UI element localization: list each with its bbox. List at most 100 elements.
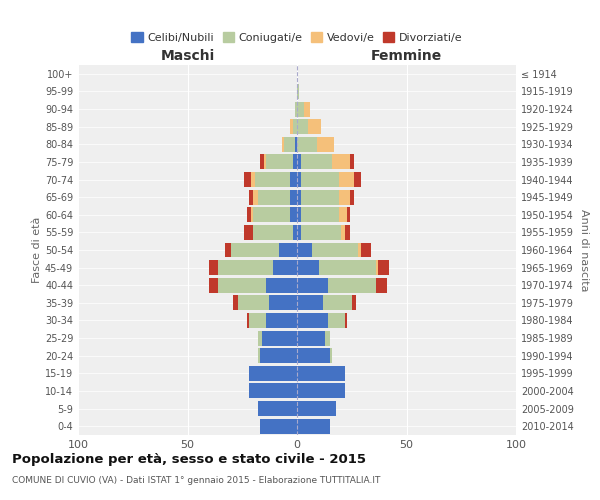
Bar	[338, 208, 347, 222]
Bar	[295, 102, 297, 116]
Bar	[301, 208, 338, 222]
Bar	[290, 172, 297, 187]
Bar	[319, 260, 376, 275]
Bar	[257, 401, 297, 416]
Bar	[297, 119, 308, 134]
Bar	[247, 313, 249, 328]
Bar	[260, 348, 297, 363]
Bar	[244, 225, 253, 240]
Bar	[257, 348, 260, 363]
Bar	[297, 384, 345, 398]
Bar	[358, 242, 361, 258]
Bar	[262, 330, 297, 345]
Bar	[297, 296, 323, 310]
Bar	[338, 190, 350, 204]
Bar	[332, 154, 350, 170]
Bar	[325, 330, 330, 345]
Bar	[328, 313, 345, 328]
Bar	[297, 190, 301, 204]
Bar	[281, 137, 284, 152]
Bar	[290, 190, 297, 204]
Bar	[293, 154, 297, 170]
Bar	[297, 366, 345, 381]
Bar	[297, 348, 330, 363]
Bar	[376, 260, 378, 275]
Bar	[330, 348, 332, 363]
Bar	[301, 225, 341, 240]
Bar	[313, 242, 358, 258]
Bar	[247, 208, 251, 222]
Bar	[301, 172, 338, 187]
Bar	[378, 260, 389, 275]
Bar	[249, 190, 253, 204]
Bar	[253, 225, 293, 240]
Bar	[256, 172, 290, 187]
Bar	[338, 172, 354, 187]
Bar	[264, 154, 266, 170]
Bar	[293, 225, 297, 240]
Bar	[238, 296, 269, 310]
Text: Popolazione per età, sesso e stato civile - 2015: Popolazione per età, sesso e stato civil…	[12, 452, 366, 466]
Bar	[297, 401, 337, 416]
Bar	[301, 190, 338, 204]
Bar	[244, 172, 251, 187]
Bar	[304, 102, 310, 116]
Bar	[297, 208, 301, 222]
Bar	[257, 330, 262, 345]
Bar	[218, 260, 273, 275]
Bar	[266, 313, 297, 328]
Text: Maschi: Maschi	[160, 49, 215, 63]
Bar	[297, 260, 319, 275]
Bar	[251, 208, 253, 222]
Bar	[297, 102, 304, 116]
Bar	[297, 313, 328, 328]
Legend: Celibi/Nubili, Coniugati/e, Vedovi/e, Divorziati/e: Celibi/Nubili, Coniugati/e, Vedovi/e, Di…	[127, 28, 467, 48]
Text: COMUNE DI CUVIO (VA) - Dati ISTAT 1° gennaio 2015 - Elaborazione TUTTITALIA.IT: COMUNE DI CUVIO (VA) - Dati ISTAT 1° gen…	[12, 476, 380, 485]
Bar	[317, 137, 334, 152]
Bar	[328, 278, 376, 292]
Bar	[266, 154, 293, 170]
Bar	[301, 154, 332, 170]
Bar	[290, 208, 297, 222]
Bar	[345, 313, 347, 328]
Bar	[350, 154, 354, 170]
Bar	[209, 260, 218, 275]
Bar	[297, 418, 330, 434]
Bar	[297, 278, 328, 292]
Bar	[297, 172, 301, 187]
Bar	[297, 242, 313, 258]
Bar	[280, 242, 297, 258]
Y-axis label: Fasce di età: Fasce di età	[32, 217, 42, 283]
Bar	[249, 384, 297, 398]
Bar	[218, 278, 266, 292]
Bar	[257, 190, 290, 204]
Bar	[225, 242, 232, 258]
Bar	[233, 296, 238, 310]
Bar	[361, 242, 371, 258]
Bar	[350, 190, 354, 204]
Bar	[266, 278, 297, 292]
Bar	[297, 154, 301, 170]
Bar	[308, 119, 321, 134]
Bar	[376, 278, 387, 292]
Bar	[293, 119, 297, 134]
Bar	[295, 137, 297, 152]
Bar	[345, 225, 350, 240]
Bar	[249, 366, 297, 381]
Bar	[297, 137, 317, 152]
Bar	[269, 296, 297, 310]
Bar	[232, 242, 280, 258]
Bar	[251, 172, 256, 187]
Bar	[354, 172, 361, 187]
Bar	[297, 84, 299, 99]
Bar	[249, 313, 266, 328]
Text: Femmine: Femmine	[371, 49, 442, 63]
Bar	[297, 225, 301, 240]
Bar	[273, 260, 297, 275]
Bar	[347, 208, 350, 222]
Bar	[290, 119, 293, 134]
Bar	[323, 296, 352, 310]
Bar	[253, 208, 290, 222]
Bar	[341, 225, 345, 240]
Bar	[284, 137, 295, 152]
